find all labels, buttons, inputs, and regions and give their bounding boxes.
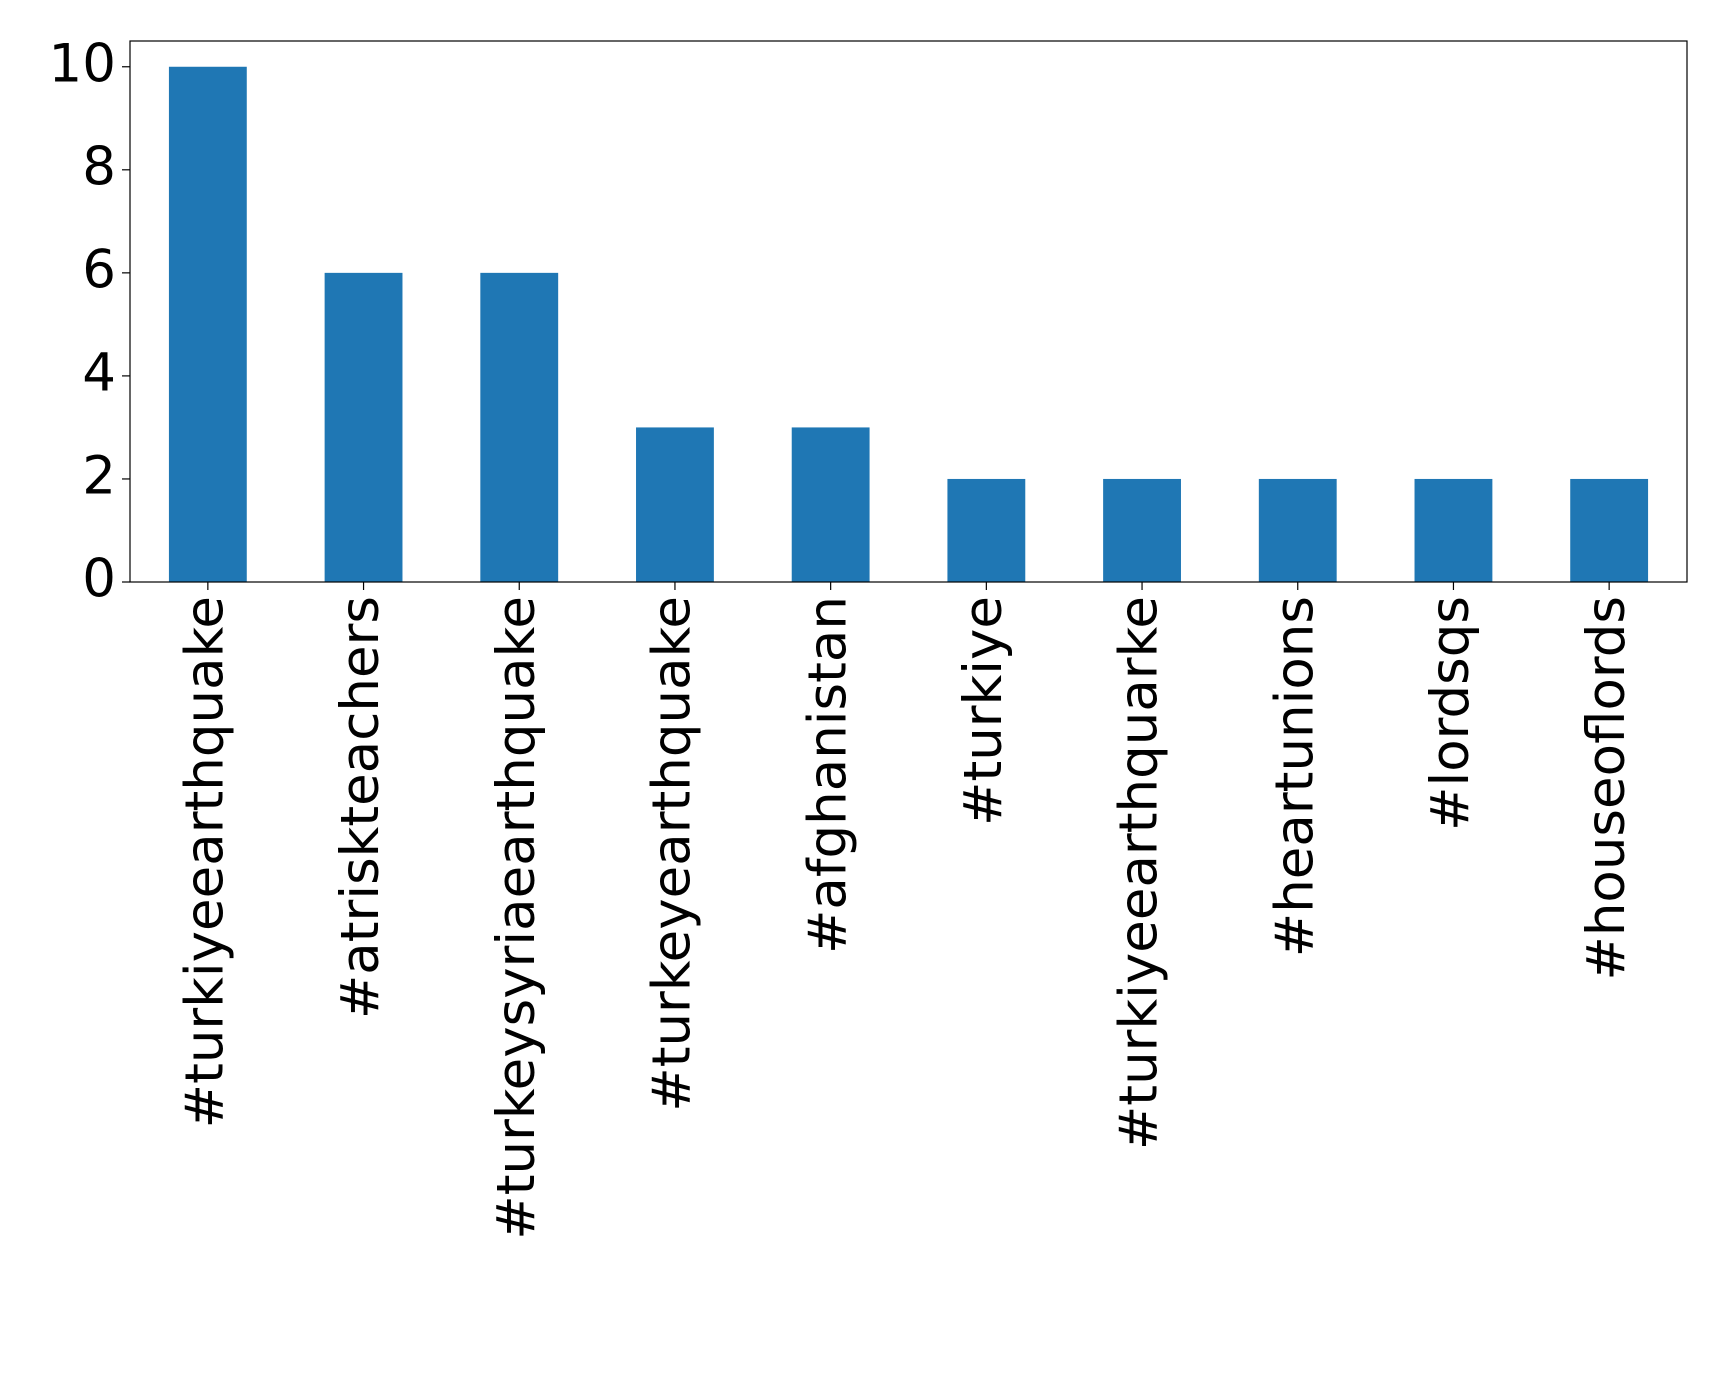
y-tick-label: 0	[82, 549, 116, 610]
bar	[168, 66, 247, 582]
x-tick-label: #lordsqs	[1420, 596, 1481, 831]
y-tick-label: 4	[82, 343, 116, 404]
x-tick-label: #afghanistan	[797, 596, 858, 954]
x-tick-label: #turkeyearthquake	[642, 596, 703, 1112]
bar	[947, 478, 1026, 582]
bar	[1414, 478, 1493, 582]
y-tick-label: 6	[82, 239, 116, 300]
x-tick-label: #atriskteachers	[330, 596, 391, 1019]
x-tick-label: #heartunions	[1264, 596, 1325, 957]
x-tick-label: #turkiyeearthquake	[174, 596, 235, 1128]
y-tick-label: 2	[82, 446, 116, 507]
plot-frame	[129, 40, 1688, 583]
bar	[636, 427, 714, 582]
bar	[1258, 478, 1337, 582]
bar	[324, 272, 403, 582]
y-tick-label: 10	[49, 33, 116, 94]
x-tick-label: #turkiye	[953, 596, 1014, 826]
x-tick-label: #houseoflords	[1576, 596, 1637, 981]
x-tick-label: #turkiyeearthquarke	[1109, 596, 1170, 1150]
bar	[480, 272, 559, 582]
y-tick-label: 8	[82, 136, 116, 197]
bar	[1103, 478, 1181, 582]
bar	[1570, 478, 1649, 582]
bar	[791, 427, 870, 582]
x-tick-label: #turkeysyriaearthquake	[486, 596, 547, 1240]
